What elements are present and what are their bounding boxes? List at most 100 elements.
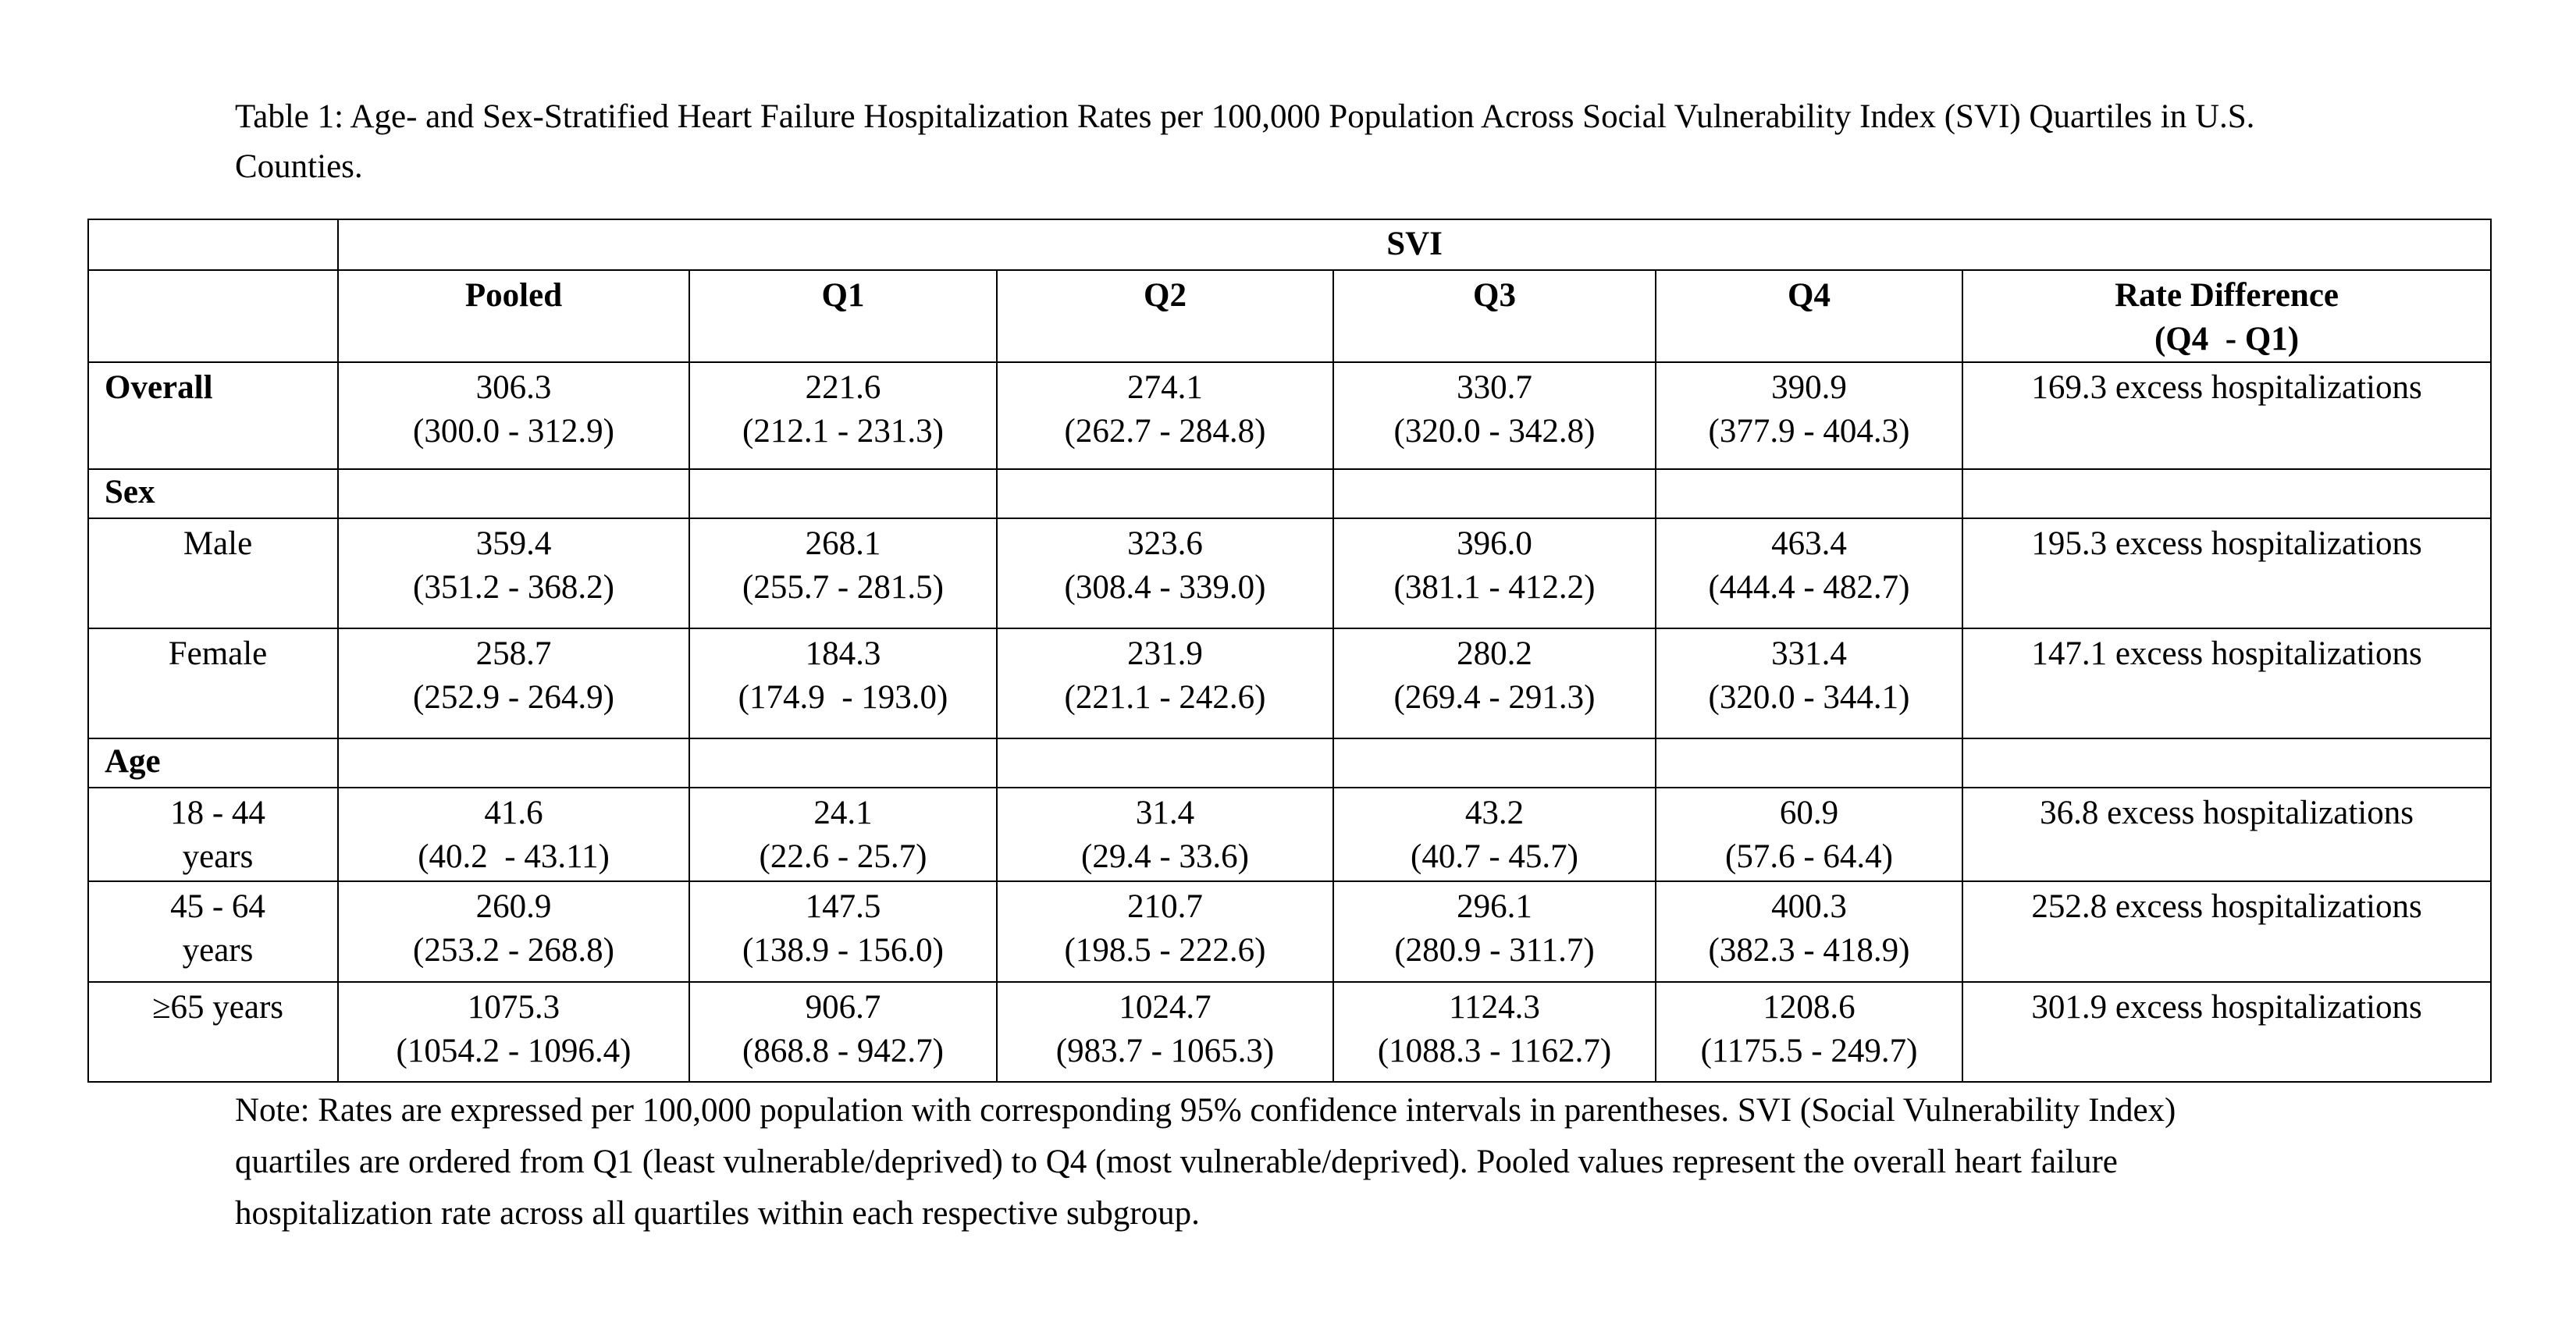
rate-value: 147.5	[805, 888, 881, 925]
confidence-interval: (300.0 - 312.9)	[413, 413, 614, 450]
rate-difference: 36.8 excess hospitalizations	[1961, 787, 2492, 882]
row-label: ≥65 years	[87, 981, 339, 1083]
rate-value: 400.3	[1771, 888, 1847, 925]
confidence-interval: (22.6 - 25.7)	[759, 838, 927, 875]
data-cell: 1024.7 (983.7 - 1065.3)	[996, 981, 1334, 1083]
row-label: Sex	[87, 468, 339, 519]
table: SVI Pooled Q1 Q2 Q3 Q4 Rate Difference (Q4 - Q1…	[87, 219, 2492, 1083]
confidence-interval: (1088.3 - 1162.7)	[1377, 1033, 1612, 1069]
data-cell: 306.3 (300.0 - 312.9)	[337, 361, 690, 470]
table-row: Overall 306.3 (300.0 - 312.9) 221.6 (212.1 -…	[87, 361, 2492, 470]
rate-value: 1024.7	[1119, 989, 1212, 1026]
rate-value: 463.4	[1771, 525, 1847, 562]
label-text: Sex	[105, 474, 155, 510]
empty-cell	[1332, 468, 1656, 519]
header-row: Pooled Q1 Q2 Q3 Q4 Rate Difference (Q4 - Q1)	[87, 269, 2492, 363]
confidence-interval: (40.2 - 43.11)	[418, 838, 610, 875]
data-cell: 400.3 (382.3 - 418.9)	[1655, 880, 1963, 983]
confidence-interval: (57.6 - 64.4)	[1725, 838, 1893, 875]
data-cell: 31.4 (29.4 - 33.6)	[996, 787, 1334, 882]
table-row: Sex	[87, 468, 2492, 519]
rate-value: 306.3	[475, 369, 552, 406]
column-header: Q4	[1655, 269, 1963, 363]
confidence-interval: (382.3 - 418.9)	[1708, 932, 1910, 969]
label-text: Overall	[105, 369, 213, 406]
rate-value: 1124.3	[1449, 989, 1540, 1026]
rate-value: 231.9	[1127, 635, 1203, 672]
data-cell: 184.3 (174.9 - 193.0)	[688, 628, 998, 739]
rate-value: 330.7	[1457, 369, 1532, 406]
confidence-interval: (29.4 - 33.6)	[1081, 838, 1249, 875]
empty-cell	[996, 738, 1334, 788]
column-header: Q1	[688, 269, 998, 363]
column-header: Pooled	[337, 269, 690, 363]
table-row: Female 258.7 (252.9 - 264.9) 184.3 (174.9 - …	[87, 628, 2492, 739]
data-cell: 258.7 (252.9 - 264.9)	[337, 628, 690, 739]
rate-difference: 252.8 excess hospitalizations	[1961, 880, 2492, 983]
confidence-interval: (221.1 - 242.6)	[1064, 679, 1266, 716]
row-label: 45 - 64 years	[87, 880, 339, 983]
label-text: 18 - 44 years	[170, 795, 265, 875]
data-cell: 280.2 (269.4 - 291.3)	[1332, 628, 1656, 739]
header-line: Rate Difference	[2115, 277, 2339, 314]
table-row: 45 - 64 years 260.9 (253.2 - 268.8) 147.5 (1…	[87, 880, 2492, 983]
confidence-interval: (320.0 - 344.1)	[1708, 679, 1910, 716]
confidence-interval: (212.1 - 231.3)	[742, 413, 944, 450]
rate-value: 1075.3	[467, 989, 560, 1026]
empty-cell	[1655, 468, 1963, 519]
confidence-interval: (983.7 - 1065.3)	[1055, 1033, 1275, 1069]
header-line: (Q4 - Q1)	[2154, 321, 2300, 358]
confidence-interval: (377.9 - 404.3)	[1708, 413, 1910, 450]
data-cell: 323.6 (308.4 - 339.0)	[996, 518, 1334, 629]
confidence-interval: (320.0 - 342.8)	[1393, 413, 1596, 450]
data-cell: 268.1 (255.7 - 281.5)	[688, 518, 998, 629]
row-label: Age	[87, 738, 339, 788]
data-cell: 43.2 (40.7 - 45.7)	[1332, 787, 1656, 882]
data-cell: 24.1 (22.6 - 25.7)	[688, 787, 998, 882]
column-header: Q3	[1332, 269, 1656, 363]
column-header: Q2	[996, 269, 1334, 363]
data-cell: 41.6 (40.2 - 43.11)	[337, 787, 690, 882]
empty-cell	[1961, 738, 2492, 788]
confidence-interval: (138.9 - 156.0)	[742, 932, 944, 969]
confidence-interval: (381.1 - 412.2)	[1393, 569, 1596, 606]
rate-value: 906.7	[805, 989, 881, 1026]
data-cell: 463.4 (444.4 - 482.7)	[1655, 518, 1963, 629]
rate-value: 268.1	[805, 525, 881, 562]
rate-value: 280.2	[1457, 635, 1532, 672]
confidence-interval: (868.8 - 942.7)	[742, 1033, 944, 1069]
table-note: Note: Rates are expressed per 100,000 po…	[235, 1092, 2176, 1232]
empty-cell	[996, 468, 1334, 519]
table-row: Male 359.4 (351.2 - 368.2) 268.1 (255.7 - 28…	[87, 518, 2492, 629]
data-cell: 1075.3 (1054.2 - 1096.4)	[337, 981, 690, 1083]
rate-value: 24.1	[813, 795, 873, 831]
empty-cell	[87, 219, 339, 271]
empty-cell	[1332, 738, 1656, 788]
rate-value: 41.6	[484, 795, 543, 831]
rate-value: 1208.6	[1763, 989, 1856, 1026]
label-text: ≥65 years	[151, 989, 284, 1026]
empty-cell	[1961, 468, 2492, 519]
row-label: 18 - 44 years	[87, 787, 339, 882]
data-cell: 396.0 (381.1 - 412.2)	[1332, 518, 1656, 629]
rate-value: 359.4	[475, 525, 552, 562]
rate-value: 31.4	[1135, 795, 1195, 831]
confidence-interval: (1054.2 - 1096.4)	[396, 1033, 632, 1069]
data-cell: 330.7 (320.0 - 342.8)	[1332, 361, 1656, 470]
rate-value: 221.6	[805, 369, 881, 406]
confidence-interval: (351.2 - 368.2)	[413, 569, 614, 606]
rate-value: 274.1	[1127, 369, 1203, 406]
data-cell: 1124.3 (1088.3 - 1162.7)	[1332, 981, 1656, 1083]
label-text: Female	[168, 635, 268, 672]
header-row: SVI	[87, 219, 2492, 271]
data-cell: 274.1 (262.7 - 284.8)	[996, 361, 1334, 470]
rate-value: 43.2	[1464, 795, 1525, 831]
column-header: Rate Difference (Q4 - Q1)	[1961, 269, 2492, 363]
confidence-interval: (280.9 - 311.7)	[1394, 932, 1595, 969]
rate-difference: 301.9 excess hospitalizations	[1961, 981, 2492, 1083]
row-label: Male	[87, 518, 339, 629]
rate-value: 323.6	[1127, 525, 1203, 562]
data-cell: 231.9 (221.1 - 242.6)	[996, 628, 1334, 739]
row-label: Female	[87, 628, 339, 739]
